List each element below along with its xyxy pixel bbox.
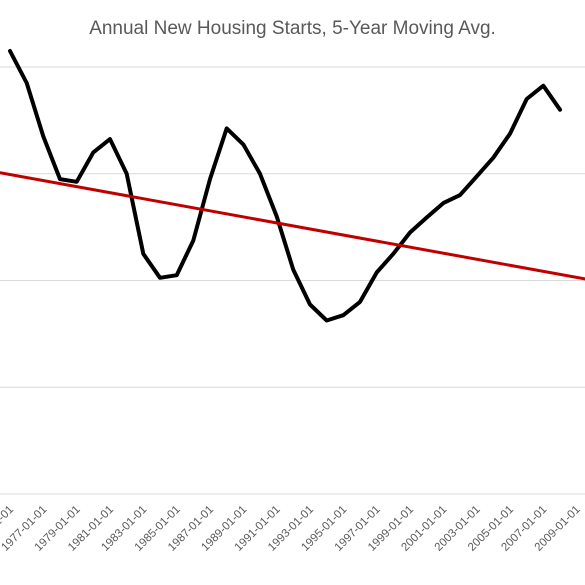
series-group <box>0 49 585 323</box>
gridlines <box>0 66 585 495</box>
x-axis: 1975-01-011977-01-011979-01-011981-01-01… <box>0 504 583 554</box>
chart-title: Annual New Housing Starts, 5-Year Moving… <box>89 18 496 39</box>
moving-average-line <box>8 49 562 323</box>
trend-line <box>0 171 585 281</box>
